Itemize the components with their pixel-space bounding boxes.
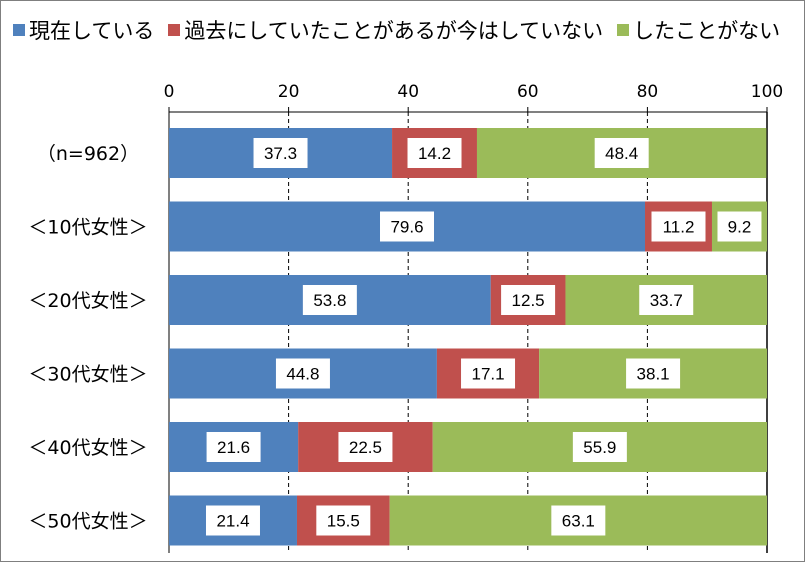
category-label: ＜10代女性＞ — [28, 217, 147, 239]
data-label-box — [639, 285, 694, 315]
legend-label-current: 現在している — [29, 19, 155, 43]
data-label: 21.4 — [216, 512, 249, 531]
data-label-box — [275, 358, 330, 389]
legend-label-past: 過去にしていたことがあるが今はしていない — [184, 19, 604, 43]
data-label-box — [302, 285, 357, 315]
data-label-box — [551, 505, 606, 536]
data-label: 38.1 — [637, 365, 670, 384]
data-label: 44.8 — [286, 365, 319, 384]
category-label: ＜20代女性＞ — [28, 290, 147, 312]
data-label: 9.2 — [728, 218, 752, 237]
x-tick-label: 100 — [751, 82, 783, 102]
category-label: ＜40代女性＞ — [28, 437, 147, 459]
data-label: 33.7 — [650, 291, 683, 310]
legend-item-current: 現在している — [13, 15, 154, 45]
data-label: 21.6 — [217, 438, 250, 457]
legend: 現在している 過去にしていたことがあるが今はしていない したことがない — [13, 15, 780, 45]
data-label-box — [626, 358, 681, 389]
data-label: 53.8 — [313, 291, 346, 310]
data-label-box — [206, 432, 261, 462]
data-label-box — [380, 211, 435, 242]
data-label-box — [651, 211, 706, 242]
data-label: 15.5 — [327, 512, 360, 531]
data-label: 37.3 — [264, 144, 297, 163]
legend-swatch-current — [13, 24, 25, 36]
data-label-box — [316, 505, 371, 536]
data-label: 63.1 — [562, 512, 595, 531]
data-label-box — [594, 138, 649, 168]
x-tick-label: 60 — [517, 82, 539, 102]
category-label: （n=962） — [37, 143, 139, 165]
category-label: ＜50代女性＞ — [28, 511, 147, 533]
legend-swatch-past — [168, 24, 181, 36]
category-label: ＜30代女性＞ — [28, 364, 147, 386]
data-label-box — [717, 211, 762, 242]
data-label: 55.9 — [583, 438, 616, 457]
legend-item-past: 過去にしていたことがあるが今はしていない — [168, 15, 603, 45]
data-label-box — [205, 505, 260, 536]
x-tick-label: 80 — [637, 82, 659, 102]
data-label: 17.1 — [471, 365, 504, 384]
data-label: 79.6 — [390, 218, 423, 237]
data-label: 12.5 — [512, 291, 545, 310]
x-tick-label: 40 — [397, 82, 419, 102]
data-label: 11.2 — [663, 218, 695, 237]
legend-item-never: したことがない — [617, 15, 780, 45]
data-label: 14.2 — [418, 144, 451, 163]
data-label-box — [572, 432, 627, 462]
data-label-box — [407, 138, 462, 168]
data-label: 22.5 — [349, 438, 382, 457]
x-tick-label: 20 — [278, 82, 300, 102]
data-label-box — [501, 285, 556, 315]
x-tick-label: 0 — [164, 82, 175, 102]
legend-swatch-never — [617, 24, 630, 36]
data-label-box — [253, 138, 308, 168]
data-label-box — [461, 358, 516, 389]
legend-label-never: したことがない — [633, 19, 781, 43]
data-label: 48.4 — [605, 144, 638, 163]
data-label-box — [338, 432, 393, 462]
